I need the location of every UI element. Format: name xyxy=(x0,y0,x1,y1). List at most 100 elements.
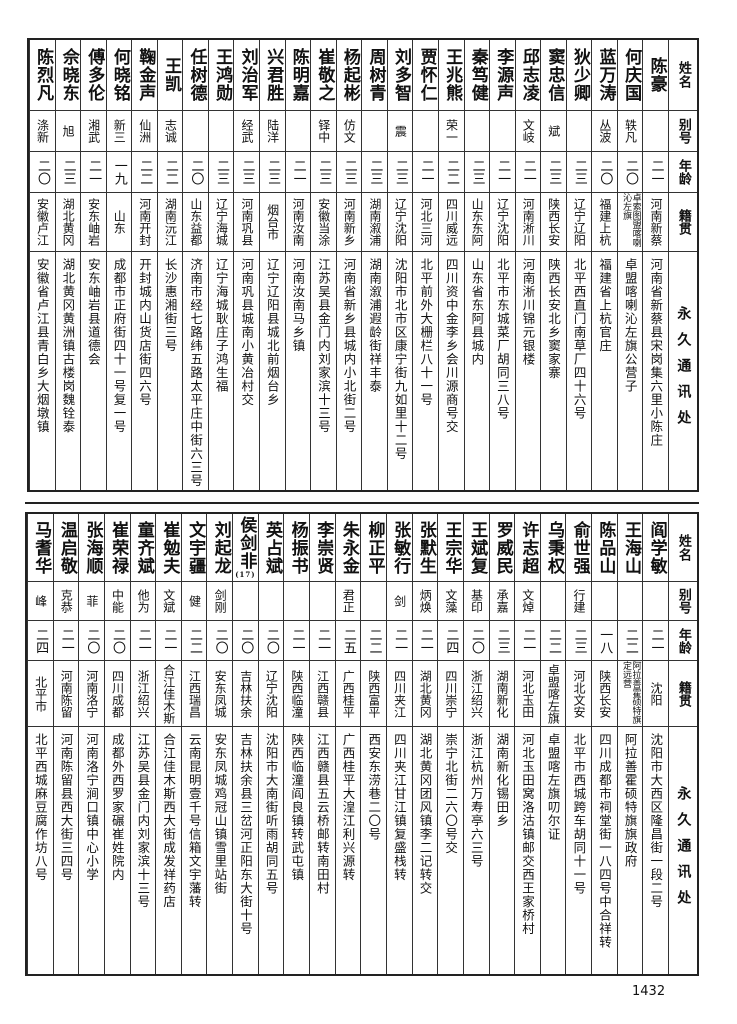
name-text: 邱志凌 xyxy=(518,48,539,102)
name-text: 佘晓东 xyxy=(58,48,79,102)
name-cell: 刘治军 xyxy=(234,40,259,111)
address-cell: 广西桂平大湟江利兴源转 xyxy=(336,727,361,974)
address-text: 浙江杭州万寿亭六三号 xyxy=(468,733,484,868)
address-text: 四川资中金李乡会川源商号交 xyxy=(443,258,459,434)
alias-text: 仙洲 xyxy=(137,119,152,143)
name-text: 张敏行 xyxy=(390,520,411,575)
name-text: 王鸿勋 xyxy=(212,48,233,102)
person-record: 陈烈凡 涤新 二〇 安徽卢江 安徽省卢江县青白乡大烟墩镇 xyxy=(28,40,55,490)
person-record: 何晓铭 新三 一九 山东 成都市正府街四十一号复一号 xyxy=(105,40,132,490)
origin-text: 辽宁沈阳 xyxy=(264,669,279,718)
address-cell: 福建省上杭官庄 xyxy=(592,252,617,490)
address-cell: 北平市西城跨车胡同十一号 xyxy=(566,727,591,974)
age-text: 二〇 xyxy=(35,159,51,185)
origin-cell: 四川成都 xyxy=(104,661,130,727)
age-cell: 二〇 xyxy=(463,621,489,661)
alias-text: 文岐 xyxy=(521,119,536,143)
address-cell: 四川成都市祠堂街一八四号中合祥转 xyxy=(592,727,617,974)
address-cell: 河南巩县城南小黄冶村交 xyxy=(234,252,259,490)
person-record: 贾怀仁 二一 河北三河 北平前外大栅栏八十一号 xyxy=(412,40,438,490)
origin-text: 河南洛宁 xyxy=(84,669,99,718)
name-cell: 俞世强 xyxy=(566,514,592,582)
name-text: 姓名 xyxy=(675,533,691,562)
alias-text: 陆洋 xyxy=(265,119,280,143)
origin-text: 卓索图盟喀喇沁左旗 xyxy=(621,193,641,247)
origin-cell: 四川夹江 xyxy=(386,661,412,727)
name-cell: 文宇疆 xyxy=(181,514,207,582)
age-cell: 二〇 xyxy=(233,621,258,661)
origin-text: 河南开封 xyxy=(137,198,152,246)
address-text: 河南省新乡县城内小北街二号 xyxy=(341,258,357,434)
name-cell: 罗威民 xyxy=(489,514,515,582)
name-cell: 张默生 xyxy=(412,514,438,582)
address-text: 山东省东阿县城内 xyxy=(469,258,485,366)
alias-cell: 别号 xyxy=(669,582,697,621)
origin-text: 安徽当涂 xyxy=(316,198,331,246)
person-record: 何庆国 轶凡 二〇 卓索图盟喀喇沁左旗 卓盟喀喇沁左旗公营子 xyxy=(616,40,643,490)
origin-text: 四川成都 xyxy=(110,669,125,718)
alias-cell xyxy=(183,111,208,152)
alias-cell: 文岐 xyxy=(515,111,541,152)
person-record: 张敏行剑二一 四川夹江 四川夹江甘江镇复盛栈转 xyxy=(385,514,412,974)
address-cell: 河南洛宁涧口镇中心小学 xyxy=(79,727,104,974)
alias-cell: 中能 xyxy=(104,582,130,621)
person-record: 刘多智震二三 辽宁沈阳 沈阳市北市区康宁街九如里十二号 xyxy=(386,40,413,490)
age-text: 二二 xyxy=(162,159,178,185)
address-cell: 北平西城麻豆腐作坊八号 xyxy=(28,727,53,974)
name-text: 俞世强 xyxy=(569,520,590,575)
age-cell: 二一 xyxy=(386,621,412,661)
person-record: 童齐斌 他为 二一 浙江绍兴 江苏吴县金门内刘家滨十三号 xyxy=(129,514,156,974)
origin-text: 沈阳 xyxy=(648,681,663,706)
name-cell: 刘起龙 xyxy=(207,514,233,582)
origin-text: 山东东阿 xyxy=(470,198,485,246)
address-cell: 安东岫岩县道德会 xyxy=(81,252,106,490)
age-text: 二四 xyxy=(33,627,49,654)
alias-cell: 健 xyxy=(181,582,207,621)
origin-cell: 江西赣县 xyxy=(310,661,335,727)
address-cell: 合江佳木斯西大街成发祥药店 xyxy=(156,727,181,974)
alias-cell: 君正 xyxy=(335,582,361,621)
person-record: 崔勉夫 文斌 二一 合江佳木斯 合江佳木斯西大街成发祥药店 xyxy=(155,514,181,974)
alias-text: 健 xyxy=(187,595,202,607)
origin-text: 湖南溆浦 xyxy=(367,198,382,246)
age-cell: 二〇 xyxy=(258,621,284,661)
address-text: 长沙惠湘街三号 xyxy=(162,258,178,353)
origin-cell: 四川崇宁 xyxy=(438,661,463,727)
age-cell: 二〇 xyxy=(104,621,130,661)
alias-text: 轶凡 xyxy=(623,119,638,143)
name-cell: 崔敬之 xyxy=(311,40,336,111)
origin-text: 四川崇宁 xyxy=(443,669,458,718)
person-record: 任树德 二〇 山东益都 济南市经七路纬五路太平庄中街六三号 xyxy=(182,40,208,490)
alias-text: 震 xyxy=(393,125,408,137)
age-text: 二三 xyxy=(469,159,485,185)
address-text: 沈阳市北市区康宁街九如里十二号 xyxy=(392,258,408,461)
person-record: 俞世强 行建 二三 河北文安 北平市西城跨车胡同十一号 xyxy=(565,514,592,974)
age-text: 二四 xyxy=(443,627,459,654)
name-text: 张默生 xyxy=(415,520,436,575)
age-cell: 二三 xyxy=(387,152,413,193)
name-text: 英占斌 xyxy=(261,520,282,575)
age-cell: 二二 xyxy=(617,621,643,661)
name-cell: 陈烈凡 xyxy=(29,40,55,111)
age-text: 二二 xyxy=(444,159,460,185)
address-text: 河北玉田窝洛沽镇邮交西王家桥村 xyxy=(520,733,536,936)
age-text: 二三 xyxy=(546,159,562,185)
name-cell: 陈明嘉 xyxy=(285,40,311,111)
address-cell: 陕西长安北乡窦家寨 xyxy=(541,252,566,490)
origin-cell: 浙江绍兴 xyxy=(130,661,156,727)
name-text: 乌秉权 xyxy=(544,520,565,575)
name-text: 刘多智 xyxy=(391,48,412,102)
alias-cell: 陆洋 xyxy=(260,111,285,152)
address-cell: 河南省新蔡县宋岗集六里小陈庄 xyxy=(643,252,668,490)
origin-text: 安东岫岩 xyxy=(86,198,101,246)
name-cell: 王海山 xyxy=(617,514,643,582)
address-text: 四川成都市祠堂街一八四号中合祥转 xyxy=(596,733,612,949)
alias-cell xyxy=(284,582,310,621)
alias-text: 涤新 xyxy=(35,119,50,143)
name-cell: 周树青 xyxy=(362,40,387,111)
name-cell: 张敏行 xyxy=(386,514,412,582)
name-cell: 侯剑非 (17) xyxy=(233,514,258,582)
alias-cell: 震 xyxy=(387,111,413,152)
origin-cell: 河南洛宁 xyxy=(79,661,104,727)
age-cell: 二三 xyxy=(55,152,81,193)
